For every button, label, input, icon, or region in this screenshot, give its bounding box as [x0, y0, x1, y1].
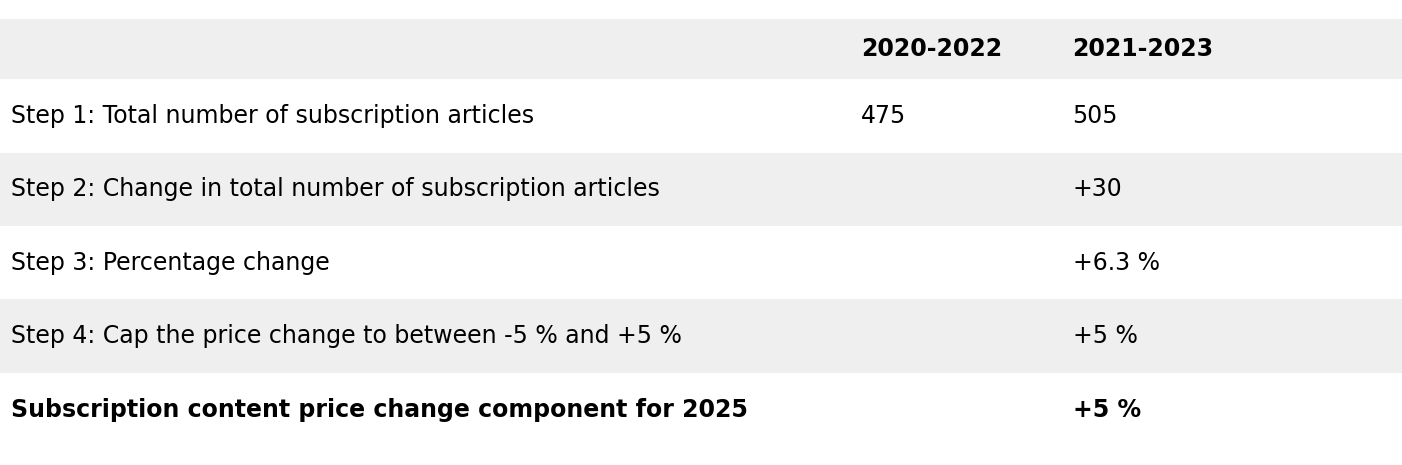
Text: Step 1: Total number of subscription articles: Step 1: Total number of subscription art…: [11, 104, 534, 128]
Text: +6.3 %: +6.3 %: [1073, 251, 1159, 275]
Bar: [0, 79, 1402, 153]
Text: 475: 475: [861, 104, 906, 128]
Text: Step 2: Change in total number of subscription articles: Step 2: Change in total number of subscr…: [11, 177, 660, 201]
Text: Subscription content price change component for 2025: Subscription content price change compon…: [11, 398, 749, 422]
Text: Step 3: Percentage change: Step 3: Percentage change: [11, 251, 329, 275]
Bar: [0, 19, 1402, 79]
Text: Step 4: Cap the price change to between -5 % and +5 %: Step 4: Cap the price change to between …: [11, 324, 683, 348]
Bar: [0, 153, 1402, 226]
Bar: [0, 373, 1402, 446]
Text: 2020-2022: 2020-2022: [861, 37, 1002, 61]
Bar: [0, 226, 1402, 299]
Text: 505: 505: [1073, 104, 1117, 128]
Text: +30: +30: [1073, 177, 1122, 201]
Bar: [0, 299, 1402, 373]
Text: +5 %: +5 %: [1073, 398, 1141, 422]
Text: +5 %: +5 %: [1073, 324, 1137, 348]
Text: 2021-2023: 2021-2023: [1073, 37, 1214, 61]
